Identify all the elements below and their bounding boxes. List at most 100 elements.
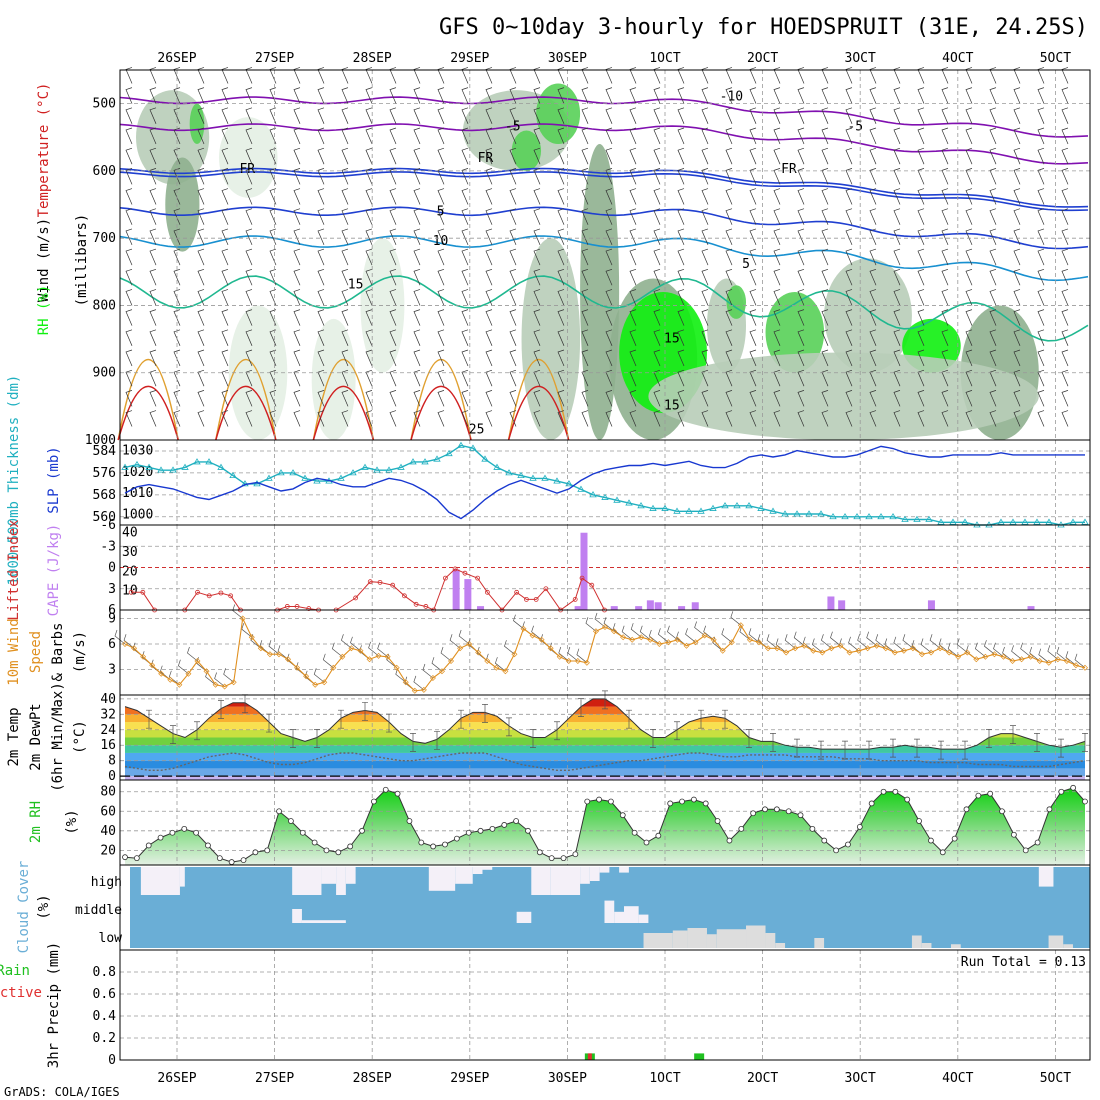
wind-barb — [773, 67, 781, 84]
wind-barb — [701, 289, 709, 306]
cape-bar — [927, 600, 935, 610]
wind-barb — [173, 329, 181, 346]
thickness-point — [265, 474, 273, 481]
surface-wind-barb — [585, 617, 597, 632]
wind-barb — [221, 349, 229, 367]
thickness-point — [709, 504, 717, 511]
wind-barb — [725, 309, 733, 326]
wind-barb — [341, 369, 349, 387]
wind-barb — [581, 147, 589, 165]
wind-barb — [581, 268, 589, 286]
temp-band — [125, 745, 1085, 753]
top-date-label: 5OCT — [1040, 51, 1071, 66]
surface-wind-barb — [848, 636, 859, 652]
wind-barb — [485, 369, 493, 387]
wind-barb — [941, 228, 949, 246]
slp-tick-label: 1010 — [122, 486, 153, 501]
wind-barb — [605, 67, 613, 84]
wind-speed-point — [864, 645, 871, 652]
wind-barb — [413, 329, 421, 346]
wind-barb — [389, 329, 397, 346]
wind-barb — [1013, 268, 1021, 286]
wind-barb — [605, 268, 613, 286]
wind-barb — [413, 208, 421, 225]
rh-point — [939, 849, 946, 856]
lifted-index-point — [228, 593, 234, 599]
wind-barb — [629, 87, 637, 104]
surface-wind-barb — [1065, 651, 1077, 666]
wind-barb — [365, 87, 373, 104]
wind-barb — [365, 147, 373, 165]
temp-minmax-bar — [314, 729, 320, 748]
wind-barb — [125, 228, 133, 246]
thickness-point — [817, 510, 825, 517]
wind-speed-point — [275, 651, 282, 658]
wind-barb — [701, 410, 709, 427]
wind-barb — [893, 289, 901, 306]
wind-barb — [941, 248, 949, 266]
wind-barb — [629, 188, 637, 205]
precip-convective-label: Convective — [0, 985, 42, 1001]
thickness-axis-label: 1000-500mb Thickness (dm) — [6, 375, 22, 586]
temp-minmax-bar — [842, 740, 848, 760]
wind-barb — [893, 248, 901, 266]
rh-point — [548, 855, 555, 862]
rh-point — [442, 841, 448, 848]
wind-barb — [989, 289, 997, 306]
cloud-block — [638, 914, 649, 923]
wind-barb — [197, 147, 205, 165]
wind-barb — [605, 127, 613, 145]
rh-point — [963, 806, 970, 813]
wind-barb — [1037, 289, 1045, 306]
wind-barb — [197, 228, 205, 246]
surface-wind-barb — [558, 646, 569, 662]
wind-barb — [581, 309, 589, 326]
lifted-index-point — [195, 589, 200, 595]
wind-barb — [1061, 289, 1069, 306]
wind-barb — [1037, 309, 1045, 326]
rh-point — [216, 855, 223, 862]
wind-barb — [1037, 369, 1045, 387]
wind-speed-point — [330, 664, 337, 671]
surface-wind-barb — [802, 636, 814, 652]
surface-wind-barb — [268, 640, 280, 655]
wind-barb — [413, 369, 421, 387]
thickness-point — [685, 507, 693, 514]
wind-barb — [461, 390, 469, 407]
wind-barb — [581, 289, 589, 306]
thickness-point — [181, 463, 189, 470]
wind-barb — [941, 410, 949, 427]
wind-barb — [221, 147, 229, 165]
temp-tick-label: 16 — [100, 738, 116, 753]
wind-barb — [869, 410, 877, 427]
warm-contour — [312, 358, 375, 441]
wind-barb — [341, 127, 349, 145]
temp-band — [125, 714, 1085, 723]
wind-barb — [605, 289, 613, 306]
wind-barb — [965, 248, 973, 266]
wind-barb — [437, 410, 445, 427]
temp-minmax-bar — [1034, 733, 1040, 752]
cloud-block — [765, 933, 776, 948]
wind-barb — [869, 248, 877, 266]
rh-point — [773, 806, 780, 813]
surface-wind-barb — [440, 646, 452, 662]
wind-barb — [173, 349, 181, 367]
wind-barb — [845, 127, 853, 145]
wind-barb — [533, 329, 541, 346]
slp-axis-label: SLP (mb) — [46, 446, 62, 513]
surface-wind-barb — [920, 638, 932, 653]
surface-wind-barb — [1011, 645, 1022, 660]
contour-label: FR — [781, 162, 797, 177]
surface-wind-barb — [313, 668, 325, 683]
rh-shading — [165, 157, 200, 252]
wind-barb — [437, 329, 445, 346]
wind-barb — [221, 390, 229, 407]
wind-barb — [317, 168, 325, 185]
wind-barb — [125, 390, 133, 407]
surface-wind-barb — [667, 625, 678, 641]
wind-barb — [293, 107, 301, 124]
wind-barb — [749, 268, 757, 286]
wind-barb — [557, 248, 565, 266]
wind-barb — [389, 127, 397, 145]
